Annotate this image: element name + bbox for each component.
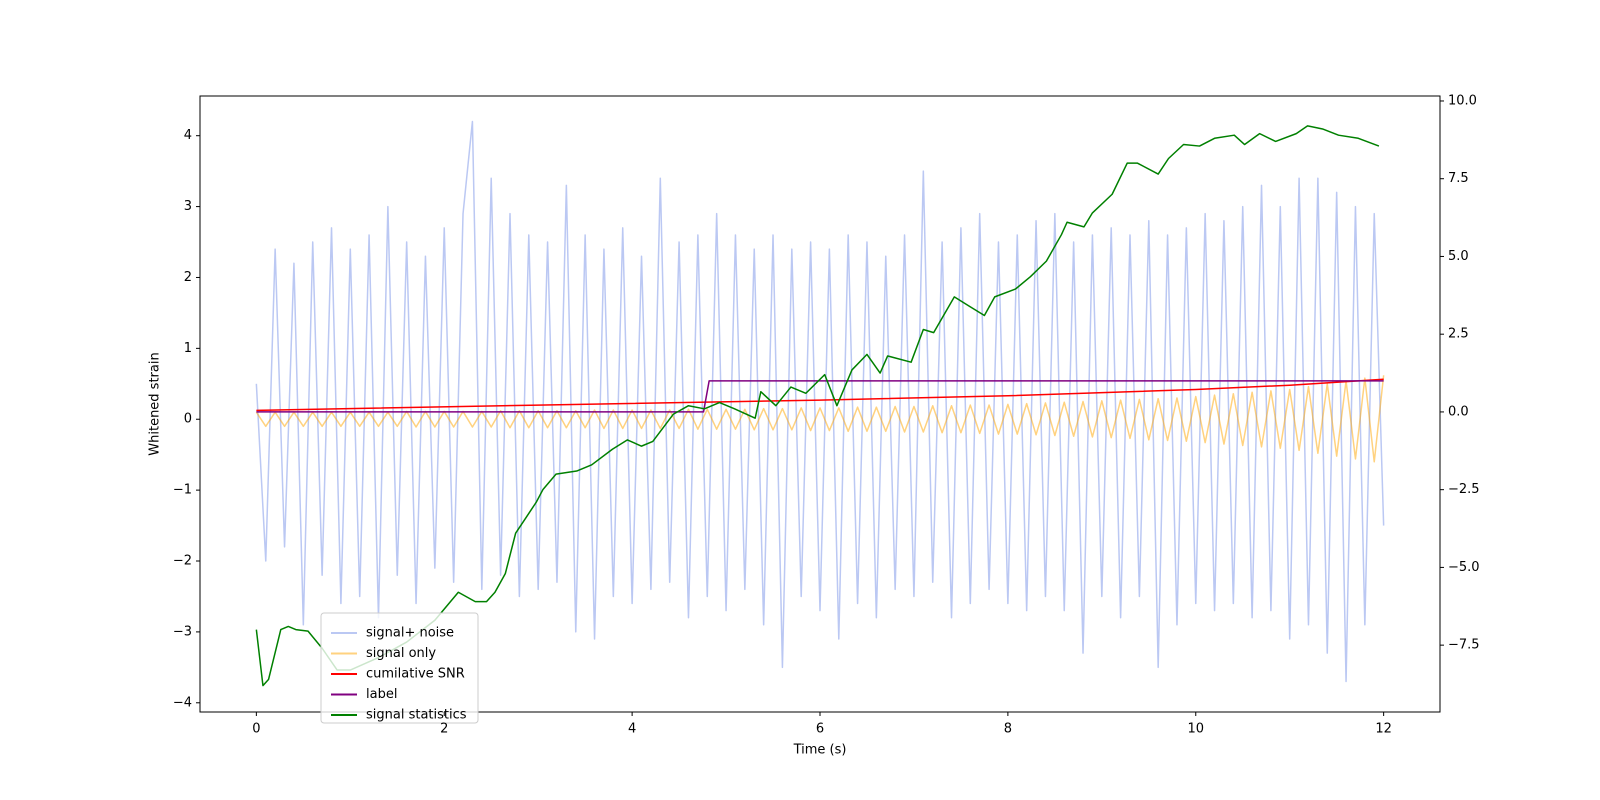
series-line (256, 378, 1384, 412)
x-tick-label: 0 (252, 722, 260, 737)
y-tick-label: −2 (173, 554, 192, 569)
series-line (255, 120, 1385, 683)
y-tick-label: −4 (173, 695, 192, 710)
y2-tick-label: −2.5 (1448, 482, 1480, 497)
x-tick-label: 10 (1187, 722, 1204, 737)
y-tick-label: 2 (184, 270, 192, 285)
x-tick-label: 4 (628, 722, 636, 737)
series-line (255, 125, 1380, 687)
legend-box (320, 612, 479, 724)
y2-tick-label: 10.0 (1448, 93, 1477, 108)
y-axis-label: Whitened strain (148, 352, 163, 455)
y2-tick-label: −5.0 (1448, 560, 1480, 575)
legend-label: signal only (366, 646, 436, 661)
y2-tick-label: 7.5 (1448, 171, 1469, 186)
x-tick-label: 8 (1004, 722, 1012, 737)
x-axis-label: Time (s) (793, 743, 847, 758)
y2-tick-label: 5.0 (1448, 249, 1469, 264)
y2-tick-label: 2.5 (1448, 327, 1469, 342)
plot-area (255, 120, 1385, 687)
x-tick-label: 6 (816, 722, 824, 737)
y-tick-label: 4 (184, 128, 192, 143)
legend-label: cumilative SNR (366, 667, 465, 682)
y-tick-label: 3 (184, 199, 192, 214)
legend-label: signal statistics (366, 708, 467, 723)
x-tick-label: 12 (1375, 722, 1392, 737)
y-tick-label: −3 (173, 624, 192, 639)
x-tick-label: 2 (440, 722, 448, 737)
legend-label: label (366, 687, 397, 702)
y2-tick-label: 0.0 (1448, 404, 1469, 419)
y-tick-label: −1 (173, 483, 192, 498)
series-line (256, 380, 1384, 413)
legend-label: signal+ noise (366, 626, 454, 641)
y-tick-label: 0 (184, 412, 192, 427)
y-tick-label: 1 (184, 341, 192, 356)
y2-tick-label: −7.5 (1448, 638, 1480, 653)
legend: signal+ noise signal only cumilative SNR la… (320, 612, 479, 724)
